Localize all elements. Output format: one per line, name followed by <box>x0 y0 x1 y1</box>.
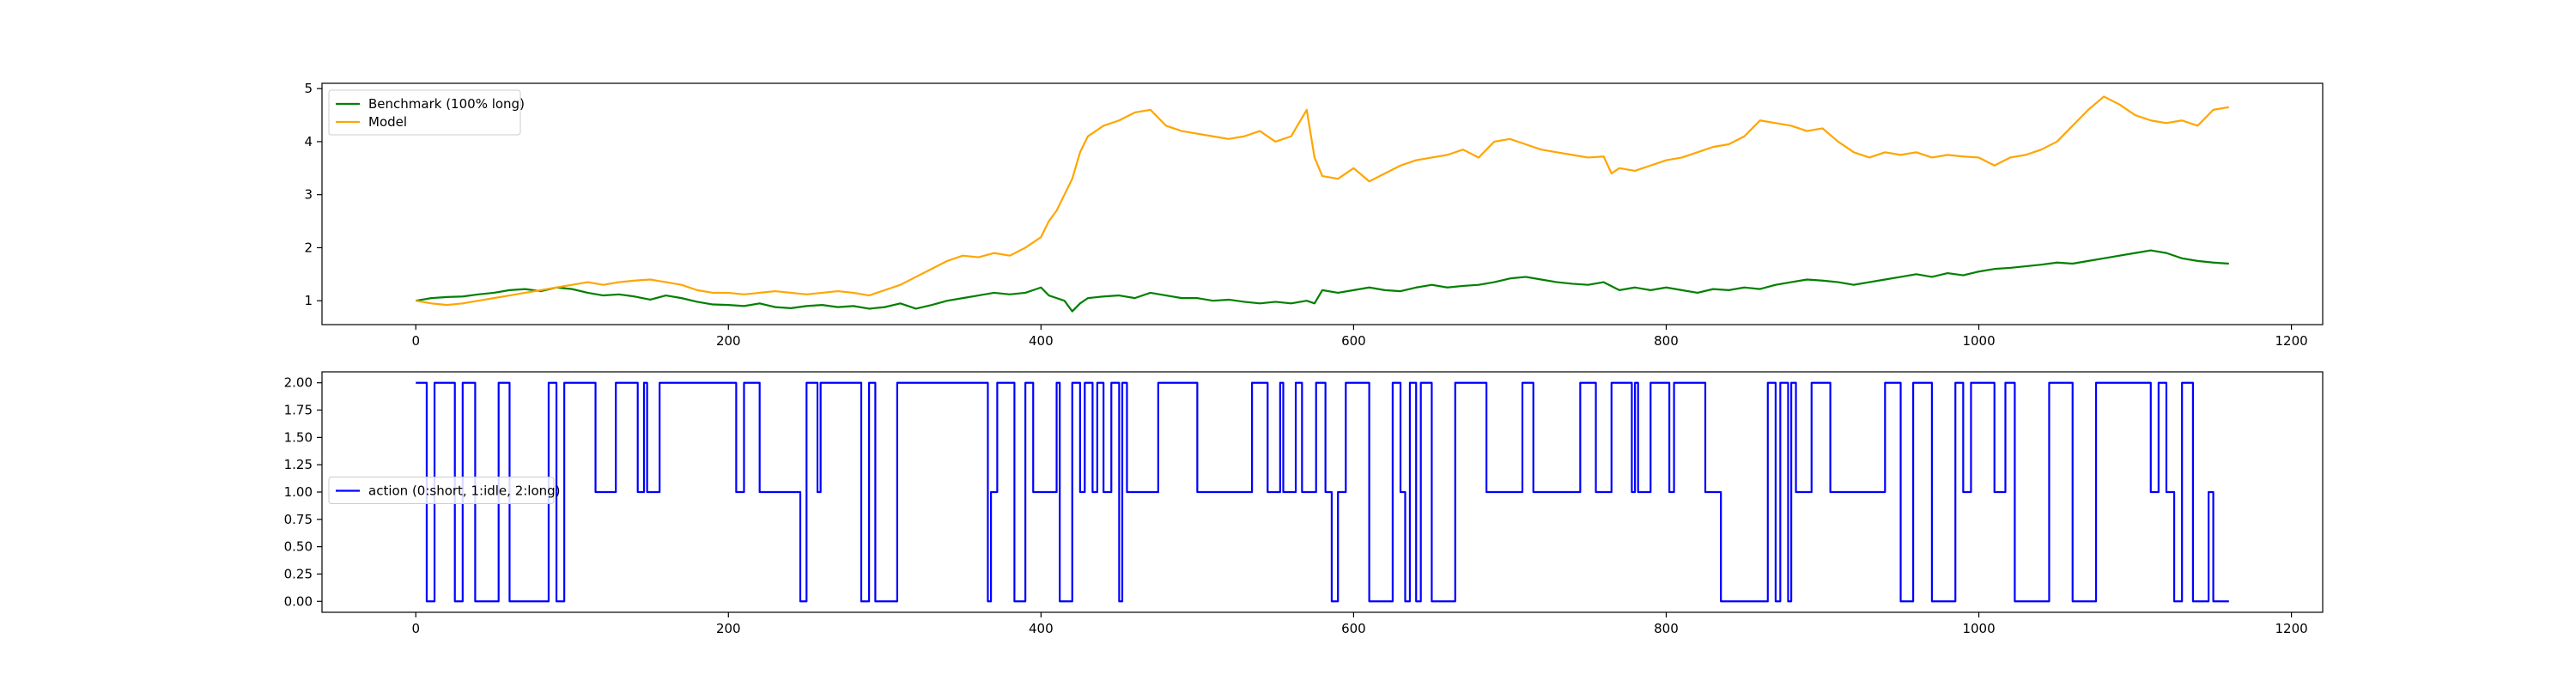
bottom-x-tick-label-5: 1000 <box>1962 621 1995 636</box>
top-y-tick-label-4: 5 <box>304 81 313 96</box>
top-x-tick-label-3: 600 <box>1341 333 1366 349</box>
top-x-tick-label-1: 200 <box>716 333 741 349</box>
top-legend-label-0: Benchmark (100% long) <box>368 96 525 112</box>
bottom-legend: action (0:short, 1:idle, 2:long) <box>328 477 561 504</box>
top-x-tick-label-6: 1200 <box>2275 333 2308 349</box>
bottom-y-tick-label-8: 2.00 <box>284 375 313 391</box>
top-x-tick-label-4: 800 <box>1654 333 1679 349</box>
top-series-line-1 <box>416 95 2229 307</box>
bottom-y-tick-label-1: 0.25 <box>284 566 313 581</box>
bottom-chart: 0 200 400 600 800 1000 1200 0.00 0.25 0.50 0.75 1.0… <box>284 371 2324 636</box>
top-x-tick-label-5: 1000 <box>1962 333 1995 349</box>
top-y-tick-label-2: 3 <box>304 187 313 203</box>
top-x-tick-label-0: 0 <box>411 333 420 349</box>
top-legend: Benchmark (100% long) Model <box>328 89 525 136</box>
top-series-line-0 <box>416 249 2229 313</box>
bottom-y-tick-label-6: 1.50 <box>284 429 313 445</box>
bottom-series-line-0 <box>416 381 2229 603</box>
top-y-tick-label-1: 2 <box>304 240 313 255</box>
top-chart: 0 200 400 600 800 1000 1200 1 2 3 4 5 Benchmark (10… <box>304 81 2324 349</box>
bottom-y-tick-label-3: 0.75 <box>284 512 313 527</box>
bottom-axes-frame <box>321 371 2324 613</box>
bottom-legend-label-0: action (0:short, 1:idle, 2:long) <box>368 483 561 499</box>
bottom-x-tick-label-6: 1200 <box>2275 621 2308 636</box>
top-y-tick-label-3: 4 <box>304 134 313 149</box>
top-legend-label-1: Model <box>368 114 407 130</box>
bottom-x-tick-label-1: 200 <box>716 621 741 636</box>
top-x-tick-label-2: 400 <box>1029 333 1054 349</box>
bottom-y-tick-label-7: 1.75 <box>284 403 313 418</box>
bottom-x-tick-label-3: 600 <box>1341 621 1366 636</box>
top-y-tick-label-0: 1 <box>304 293 313 308</box>
bottom-y-tick-label-4: 1.00 <box>284 484 313 500</box>
top-axes-frame <box>321 82 2324 325</box>
bottom-y-tick-label-0: 0.00 <box>284 593 313 609</box>
bottom-x-tick-label-0: 0 <box>411 621 420 636</box>
bottom-x-tick-label-4: 800 <box>1654 621 1679 636</box>
bottom-legend-box <box>328 477 555 504</box>
bottom-y-tick-label-5: 1.25 <box>284 457 313 472</box>
bottom-y-tick-label-2: 0.50 <box>284 539 313 555</box>
bottom-x-tick-label-2: 400 <box>1029 621 1054 636</box>
top-legend-box <box>328 89 521 136</box>
